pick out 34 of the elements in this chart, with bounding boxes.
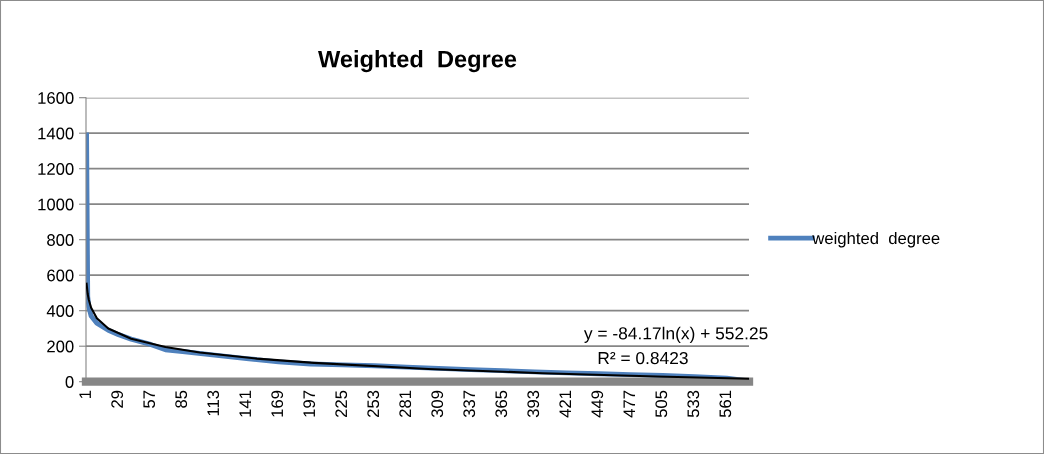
- x-tick-label: 365: [495, 390, 508, 418]
- x-tick-label: 505: [655, 390, 668, 418]
- y-tick-label: 1000: [38, 198, 74, 211]
- x-tick-label: 169: [271, 390, 284, 417]
- x-tick-label: 309: [431, 390, 444, 418]
- annotation: R² = 0.8423: [598, 351, 688, 365]
- annotation: y = -84.17ln(x) + 552.25: [583, 326, 768, 343]
- x-tick-label: 225: [335, 390, 348, 417]
- x-tick-label: 449: [591, 390, 604, 418]
- y-tick-label: 600: [47, 269, 74, 282]
- x-tick-label: 533: [687, 390, 700, 418]
- x-tick-label: 253: [367, 390, 380, 417]
- x-tick-label: 141: [239, 390, 251, 417]
- x-tick-label: 1: [79, 390, 91, 399]
- x-tick-label: 281: [399, 390, 412, 417]
- x-tick-label: 561: [719, 390, 732, 418]
- x-tick-label: 421: [559, 390, 571, 418]
- x-tick-label: 85: [175, 390, 188, 408]
- x-tick-label: 57: [143, 390, 156, 408]
- x-tick-label: 337: [463, 390, 476, 418]
- y-tick-label: 1400: [38, 127, 74, 140]
- y-tick-label: 1600: [38, 92, 74, 104]
- y-tick-label: 800: [47, 234, 74, 246]
- y-tick-label: 1200: [38, 163, 74, 175]
- y-tick-label: 200: [47, 340, 74, 353]
- x-tick-label: 29: [111, 390, 124, 408]
- x-tick-label: 113: [207, 390, 220, 416]
- legend-label: weighted degree: [812, 231, 940, 248]
- y-tick-label: 400: [46, 305, 74, 317]
- chart-title: Weighted Degree: [318, 50, 517, 73]
- y-tick-label: 0: [65, 376, 74, 388]
- x-tick-label: 393: [527, 390, 540, 418]
- x-tick-label: 197: [303, 390, 316, 417]
- x-tick-label: 477: [623, 390, 635, 418]
